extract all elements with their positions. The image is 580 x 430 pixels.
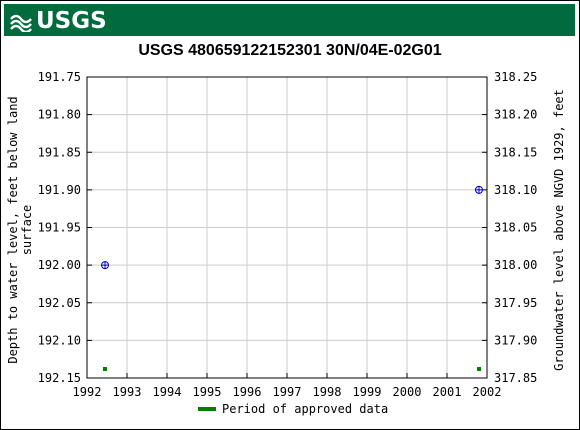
usgs-wave-icon xyxy=(10,14,32,32)
y-right-tick-label: 318.05 xyxy=(494,221,537,235)
y-left-tick-label: 191.90 xyxy=(38,183,81,197)
y-left-tick-label: 191.75 xyxy=(38,70,81,84)
x-tick-label: 1992 xyxy=(73,385,102,399)
y-left-tick-label: 192.05 xyxy=(38,296,81,310)
legend-approved-swatch xyxy=(198,407,216,411)
x-tick-label: 1997 xyxy=(273,385,302,399)
x-tick-label: 2002 xyxy=(473,385,502,399)
y-right-tick-label: 318.10 xyxy=(494,183,537,197)
plot-border xyxy=(86,76,488,379)
approved-period-marker xyxy=(477,367,481,371)
x-tick-label: 2001 xyxy=(433,385,462,399)
y-left-tick-label: 192.10 xyxy=(38,333,81,347)
y-left-tick-label: 191.80 xyxy=(38,108,81,122)
usgs-logo-text: USGS xyxy=(36,8,107,34)
x-tick-label: 1998 xyxy=(313,385,342,399)
x-tick-label: 1999 xyxy=(353,385,382,399)
y-left-tick-label: 191.95 xyxy=(38,221,81,235)
y-left-tick-label: 191.85 xyxy=(38,145,81,159)
usgs-banner: USGS xyxy=(4,4,575,36)
y-right-tick-label: 318.15 xyxy=(494,145,537,159)
approved-period-marker xyxy=(103,367,107,371)
y-left-tick-label: 192.15 xyxy=(38,371,81,385)
x-tick-label: 1996 xyxy=(233,385,262,399)
legend-label: Period of approved data xyxy=(222,402,389,416)
y-right-tick-label: 317.90 xyxy=(494,333,537,347)
x-tick-label: 1995 xyxy=(193,385,222,399)
y-left-tick-label: 192.00 xyxy=(38,258,81,272)
chart-title: USGS 480659122152301 30N/04E-02G01 xyxy=(138,42,442,59)
x-tick-label: 1994 xyxy=(153,385,182,399)
x-tick-label: 1993 xyxy=(113,385,142,399)
x-tick-label: 2000 xyxy=(393,385,422,399)
y-right-tick-label: 317.85 xyxy=(494,371,537,385)
usgs-logo: USGS xyxy=(10,8,107,34)
y-right-tick-label: 318.00 xyxy=(494,258,537,272)
y-right-tick-label: 318.20 xyxy=(494,108,537,122)
y-right-tick-label: 317.95 xyxy=(494,296,537,310)
legend: Period of approved data xyxy=(198,402,388,416)
y-right-tick-label: 318.25 xyxy=(494,70,537,84)
